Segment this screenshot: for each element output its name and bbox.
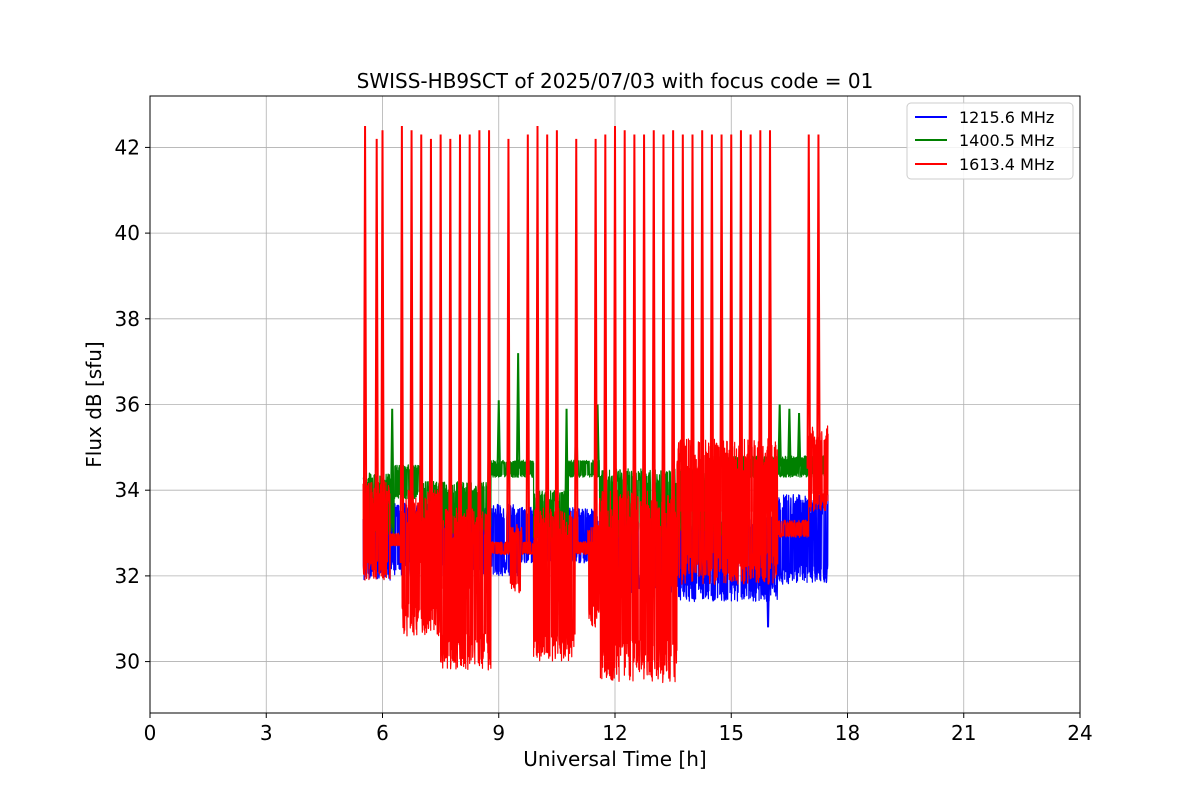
series-line (362, 425, 829, 684)
y-axis-label: Flux dB [sfu] (82, 341, 106, 467)
x-axis-label: Universal Time [h] (523, 747, 706, 771)
series-spike (719, 134, 724, 512)
chart-title: SWISS-HB9SCT of 2025/07/03 with focus co… (357, 69, 874, 93)
series-spike (661, 134, 666, 587)
series-spike (428, 138, 434, 564)
series-spike (374, 138, 379, 531)
series-spike (729, 134, 734, 512)
series-spike (738, 130, 744, 512)
legend-label-1613: 1613.4 MHz (959, 155, 1054, 174)
series-spike (419, 134, 424, 564)
series-spike (748, 134, 753, 512)
y-tick-label: 38 (115, 307, 140, 331)
series-spike (496, 400, 501, 469)
series-spike (535, 125, 540, 585)
x-tick-label: 0 (144, 721, 157, 745)
series-spike (593, 138, 598, 576)
series-spike (525, 134, 531, 549)
series-spike (767, 130, 773, 512)
legend: 1215.6 MHz 1400.5 MHz 1613.4 MHz (906, 102, 1074, 180)
series-spike (389, 408, 395, 506)
y-tick-label: 32 (115, 564, 140, 588)
legend-label-1400: 1400.5 MHz (959, 131, 1054, 150)
series-spike (438, 134, 443, 589)
series-spike (603, 134, 608, 587)
y-tick-label: 36 (115, 393, 140, 417)
series-spike (709, 134, 715, 512)
series-spike (515, 353, 521, 469)
x-tick-label: 6 (376, 721, 389, 745)
series-spike (477, 130, 482, 589)
y-tick-label: 42 (115, 135, 140, 159)
series-spike (554, 130, 560, 585)
series-spike (670, 130, 676, 587)
y-tick-label: 30 (115, 650, 140, 674)
series-spike (622, 130, 627, 587)
x-tick-label: 18 (835, 721, 860, 745)
y-tick-label: 34 (115, 478, 140, 502)
series-layer (362, 125, 829, 684)
series-spike (806, 134, 811, 469)
x-tick-label: 3 (260, 721, 273, 745)
series-spike (632, 134, 637, 587)
series-spike (690, 134, 695, 512)
series-spike (758, 130, 763, 512)
series-spike (448, 138, 453, 589)
series-spike (651, 130, 656, 587)
series-spike (680, 134, 686, 512)
series-spike (409, 130, 414, 564)
series-spike (506, 138, 511, 549)
series-spike (816, 134, 821, 469)
x-tick-label: 24 (1067, 721, 1092, 745)
series-spike (467, 134, 472, 589)
legend-label-1215: 1215.6 MHz (959, 108, 1054, 127)
series-spike (399, 125, 405, 564)
series-spike (641, 134, 647, 587)
series-spike (777, 404, 782, 467)
x-tick-label: 15 (719, 721, 744, 745)
series-spike (486, 130, 492, 589)
y-tick-label: 40 (115, 221, 140, 245)
plot-frame (149, 95, 1081, 714)
legend-box (906, 102, 1074, 180)
x-tick-label: 12 (602, 721, 627, 745)
series-spike (612, 125, 618, 587)
series-spike (457, 134, 463, 589)
series-spike (380, 130, 385, 531)
series-spike (544, 134, 550, 585)
x-tick-label: 9 (492, 721, 505, 745)
series-spike (787, 408, 792, 467)
series-spike (796, 413, 802, 467)
series-16134-mhz (362, 125, 829, 684)
series-spike (362, 125, 368, 531)
series-spike (564, 408, 569, 516)
series-spike (699, 130, 705, 512)
x-tick-label: 21 (951, 721, 976, 745)
series-spike (574, 138, 579, 549)
